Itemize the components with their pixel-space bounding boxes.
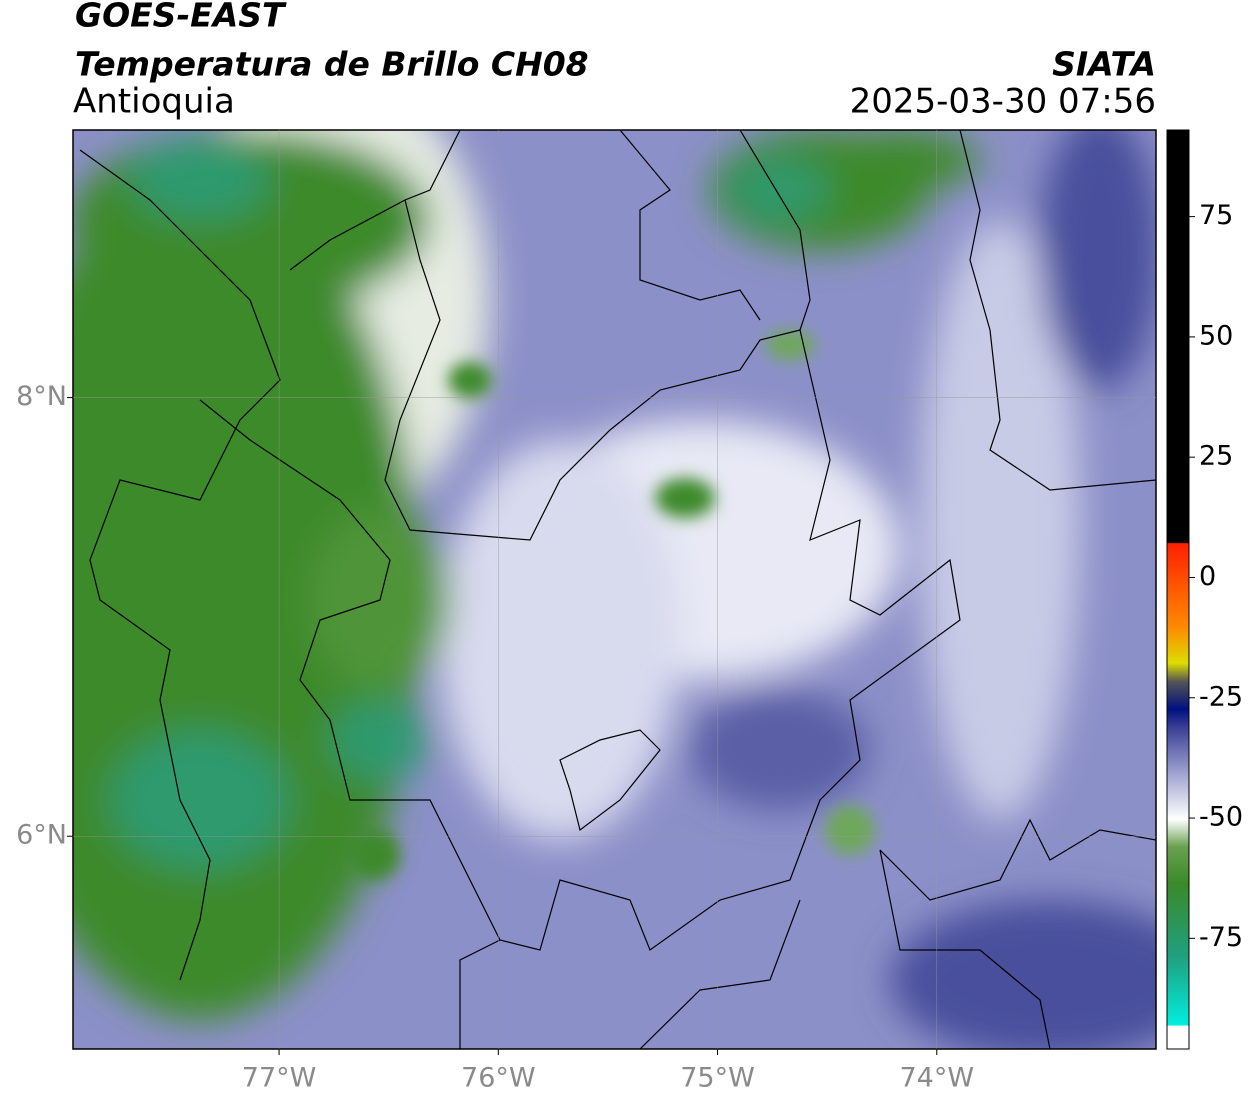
colorbar-tick-label: -50 xyxy=(1199,802,1243,833)
source: SIATA xyxy=(1052,45,1156,84)
subtitle: Temperatura de Brillo CH08 xyxy=(75,45,589,84)
lon-tick-label: 75°W xyxy=(680,1063,755,1094)
lat-tick-label: 8°N xyxy=(16,381,67,412)
colorbar-tick-label: 75 xyxy=(1199,200,1233,231)
colorbar-tick-label: -25 xyxy=(1199,681,1243,712)
lat-tick-label: 6°N xyxy=(16,820,67,851)
lon-tick-label: 77°W xyxy=(242,1063,317,1094)
region: Antioquia xyxy=(73,82,235,122)
colorbar-tick-label: 50 xyxy=(1199,320,1233,351)
colorbar-tick-label: 25 xyxy=(1199,441,1233,472)
colorbar-tick-label: 0 xyxy=(1199,561,1216,592)
colorbar xyxy=(1166,129,1190,1050)
lon-tick-label: 76°W xyxy=(461,1063,536,1094)
datetime: 2025-03-30 07:56 xyxy=(850,82,1156,122)
colorbar-tick-label: -75 xyxy=(1199,922,1243,953)
title: GOES-EAST xyxy=(75,0,287,35)
imagery xyxy=(73,130,1156,1049)
boundaries xyxy=(79,130,1156,1049)
lon-tick-label: 74°W xyxy=(899,1063,974,1094)
map-frame xyxy=(72,129,1157,1050)
